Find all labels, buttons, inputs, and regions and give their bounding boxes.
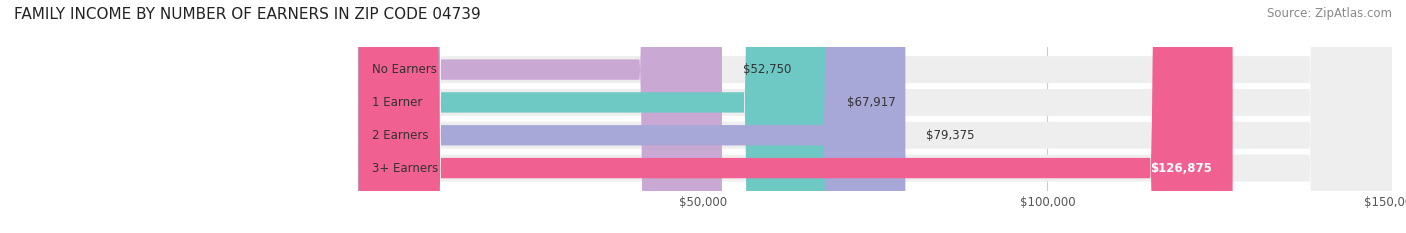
Text: $126,875: $126,875 (1150, 161, 1212, 175)
FancyBboxPatch shape (359, 0, 1392, 233)
Text: 2 Earners: 2 Earners (373, 129, 429, 142)
Text: 3+ Earners: 3+ Earners (373, 161, 439, 175)
Text: $67,917: $67,917 (846, 96, 896, 109)
Text: 1 Earner: 1 Earner (373, 96, 423, 109)
FancyBboxPatch shape (359, 0, 1233, 233)
Text: FAMILY INCOME BY NUMBER OF EARNERS IN ZIP CODE 04739: FAMILY INCOME BY NUMBER OF EARNERS IN ZI… (14, 7, 481, 22)
Text: Source: ZipAtlas.com: Source: ZipAtlas.com (1267, 7, 1392, 20)
FancyBboxPatch shape (359, 0, 1392, 233)
Text: $52,750: $52,750 (742, 63, 792, 76)
Text: No Earners: No Earners (373, 63, 437, 76)
FancyBboxPatch shape (359, 0, 721, 233)
Text: $79,375: $79,375 (927, 129, 974, 142)
FancyBboxPatch shape (359, 0, 1392, 233)
FancyBboxPatch shape (359, 0, 905, 233)
FancyBboxPatch shape (359, 0, 1392, 233)
FancyBboxPatch shape (359, 0, 827, 233)
